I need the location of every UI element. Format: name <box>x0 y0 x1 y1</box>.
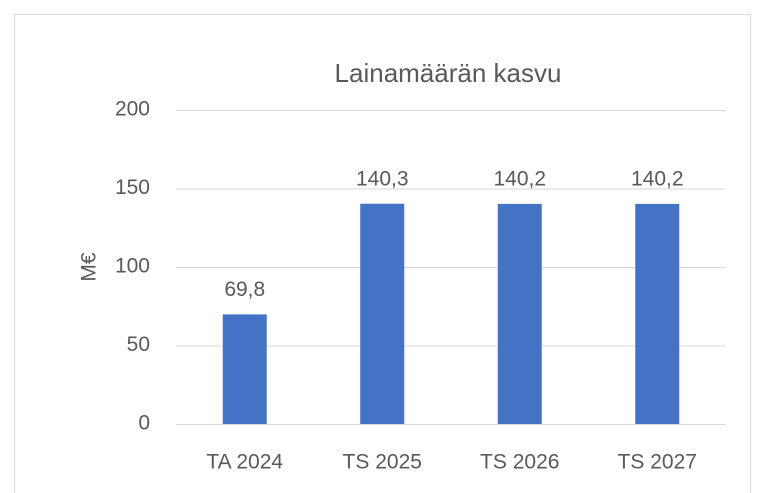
bar <box>497 203 542 424</box>
y-tick-label: 0 <box>138 412 150 435</box>
x-tick-label: TS 2027 <box>618 451 697 474</box>
y-tick-label: 200 <box>115 98 150 121</box>
chart-title: Lainamäärän kasvu <box>335 58 562 88</box>
y-tick-label: 100 <box>115 255 150 278</box>
bar <box>360 203 405 424</box>
y-tick-label: 150 <box>115 176 150 199</box>
x-tick-label: TS 2025 <box>343 451 422 474</box>
bar <box>635 203 680 424</box>
y-tick-label: 50 <box>127 333 150 356</box>
y-axis-label: M€ <box>78 252 101 281</box>
value-label: 140,3 <box>356 167 409 190</box>
value-label: 69,8 <box>224 278 265 301</box>
x-tick-label: TA 2024 <box>206 451 283 474</box>
value-label: 140,2 <box>493 167 546 190</box>
value-label: 140,2 <box>631 167 684 190</box>
x-tick-label: TS 2026 <box>480 451 559 474</box>
bar <box>222 314 267 424</box>
